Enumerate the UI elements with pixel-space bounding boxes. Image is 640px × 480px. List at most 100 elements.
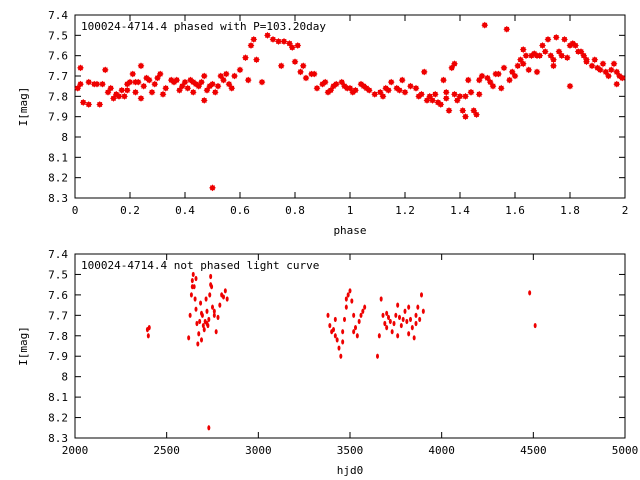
data-point [202, 327, 206, 333]
chart-panel-2: 2000 2500 3000 3500 4000 4500 5000 7.4 7.5 7.6 7.7… [17, 248, 638, 477]
x-tick-label: 4000 [428, 444, 455, 457]
data-point [137, 62, 145, 70]
data-point [348, 288, 352, 294]
y-tick-label: 7.5 [48, 268, 68, 281]
data-point [577, 48, 585, 55]
data-point [338, 78, 346, 86]
data-point [328, 322, 332, 329]
data-point [197, 331, 201, 337]
plot-frame [74, 253, 626, 439]
data-point [588, 62, 596, 70]
data-point [344, 296, 348, 302]
data-point [517, 56, 524, 64]
data-point [407, 331, 411, 337]
data-point [459, 107, 467, 114]
data-point [277, 62, 285, 70]
y-tick-label: 8.2 [48, 172, 68, 185]
y-tick-label: 7.9 [48, 111, 68, 124]
data-point [190, 284, 194, 290]
data-point [387, 314, 390, 320]
data-point [613, 80, 621, 88]
data-point [74, 84, 82, 92]
data-point [346, 292, 350, 298]
data-point [394, 312, 398, 318]
data-point [484, 74, 491, 82]
data-point [214, 82, 222, 90]
data-point [77, 64, 84, 72]
x-tick-label: 0.6 [230, 204, 250, 217]
data-point [607, 66, 615, 74]
data-point [445, 107, 453, 114]
data-point [383, 320, 387, 327]
data-point [610, 60, 618, 68]
data-point [467, 88, 475, 96]
data-point [193, 296, 197, 302]
data-point [352, 312, 356, 318]
data-point [379, 296, 383, 302]
data-point [190, 277, 194, 284]
data-point [194, 306, 198, 312]
data-point [201, 322, 205, 329]
x-tick-label: 0.8 [285, 204, 305, 217]
data-point [209, 273, 213, 280]
data-point [451, 90, 458, 98]
data-point [381, 312, 385, 318]
data-point [563, 54, 571, 62]
data-point [355, 333, 359, 339]
data-point [209, 282, 213, 288]
data-point [123, 80, 131, 88]
data-point [473, 111, 480, 119]
y-tick-label: 7.5 [48, 29, 68, 42]
data-point [280, 38, 288, 45]
data-point [299, 62, 307, 70]
data-point [198, 318, 202, 325]
y-tick-label: 8.3 [48, 192, 68, 205]
data-point [332, 80, 340, 88]
data-point [352, 329, 356, 335]
data-point [204, 296, 208, 302]
x-tick-label: 1.6 [505, 204, 525, 217]
data-point [93, 80, 101, 88]
x-tick-label: 4500 [520, 444, 547, 457]
data-point [478, 72, 486, 80]
data-point [236, 66, 244, 74]
data-point [421, 308, 425, 314]
data-point [541, 48, 549, 55]
data-point [528, 290, 532, 296]
data-point [552, 33, 560, 41]
data-point [440, 76, 447, 84]
y-tick-label: 7.4 [48, 248, 68, 261]
data-point [209, 80, 216, 88]
data-point [514, 62, 522, 70]
data-point [198, 78, 205, 86]
data-point [184, 84, 192, 92]
y-tick-label: 7.8 [48, 90, 68, 103]
data-point [195, 320, 199, 327]
data-point [205, 320, 209, 327]
data-point [123, 86, 131, 94]
data-point [418, 316, 422, 323]
data-point [302, 74, 310, 82]
data-point [503, 25, 511, 33]
data-point [132, 88, 139, 96]
data-point [429, 97, 436, 104]
data-point [605, 72, 612, 80]
data-point [211, 304, 214, 310]
data-point [191, 271, 195, 278]
data-point [146, 333, 150, 339]
data-point [382, 84, 390, 92]
data-point [451, 60, 458, 68]
data-point [423, 97, 431, 104]
data-point [264, 31, 271, 39]
data-point [376, 88, 384, 96]
x-tick-label: 3500 [337, 444, 364, 457]
x-tick-label: 0.4 [175, 204, 195, 217]
data-point [99, 80, 106, 88]
data-point [536, 52, 544, 60]
data-point [313, 84, 321, 92]
data-point [371, 90, 379, 98]
data-point [195, 82, 203, 90]
data-point [405, 318, 409, 325]
data-point [591, 56, 599, 64]
